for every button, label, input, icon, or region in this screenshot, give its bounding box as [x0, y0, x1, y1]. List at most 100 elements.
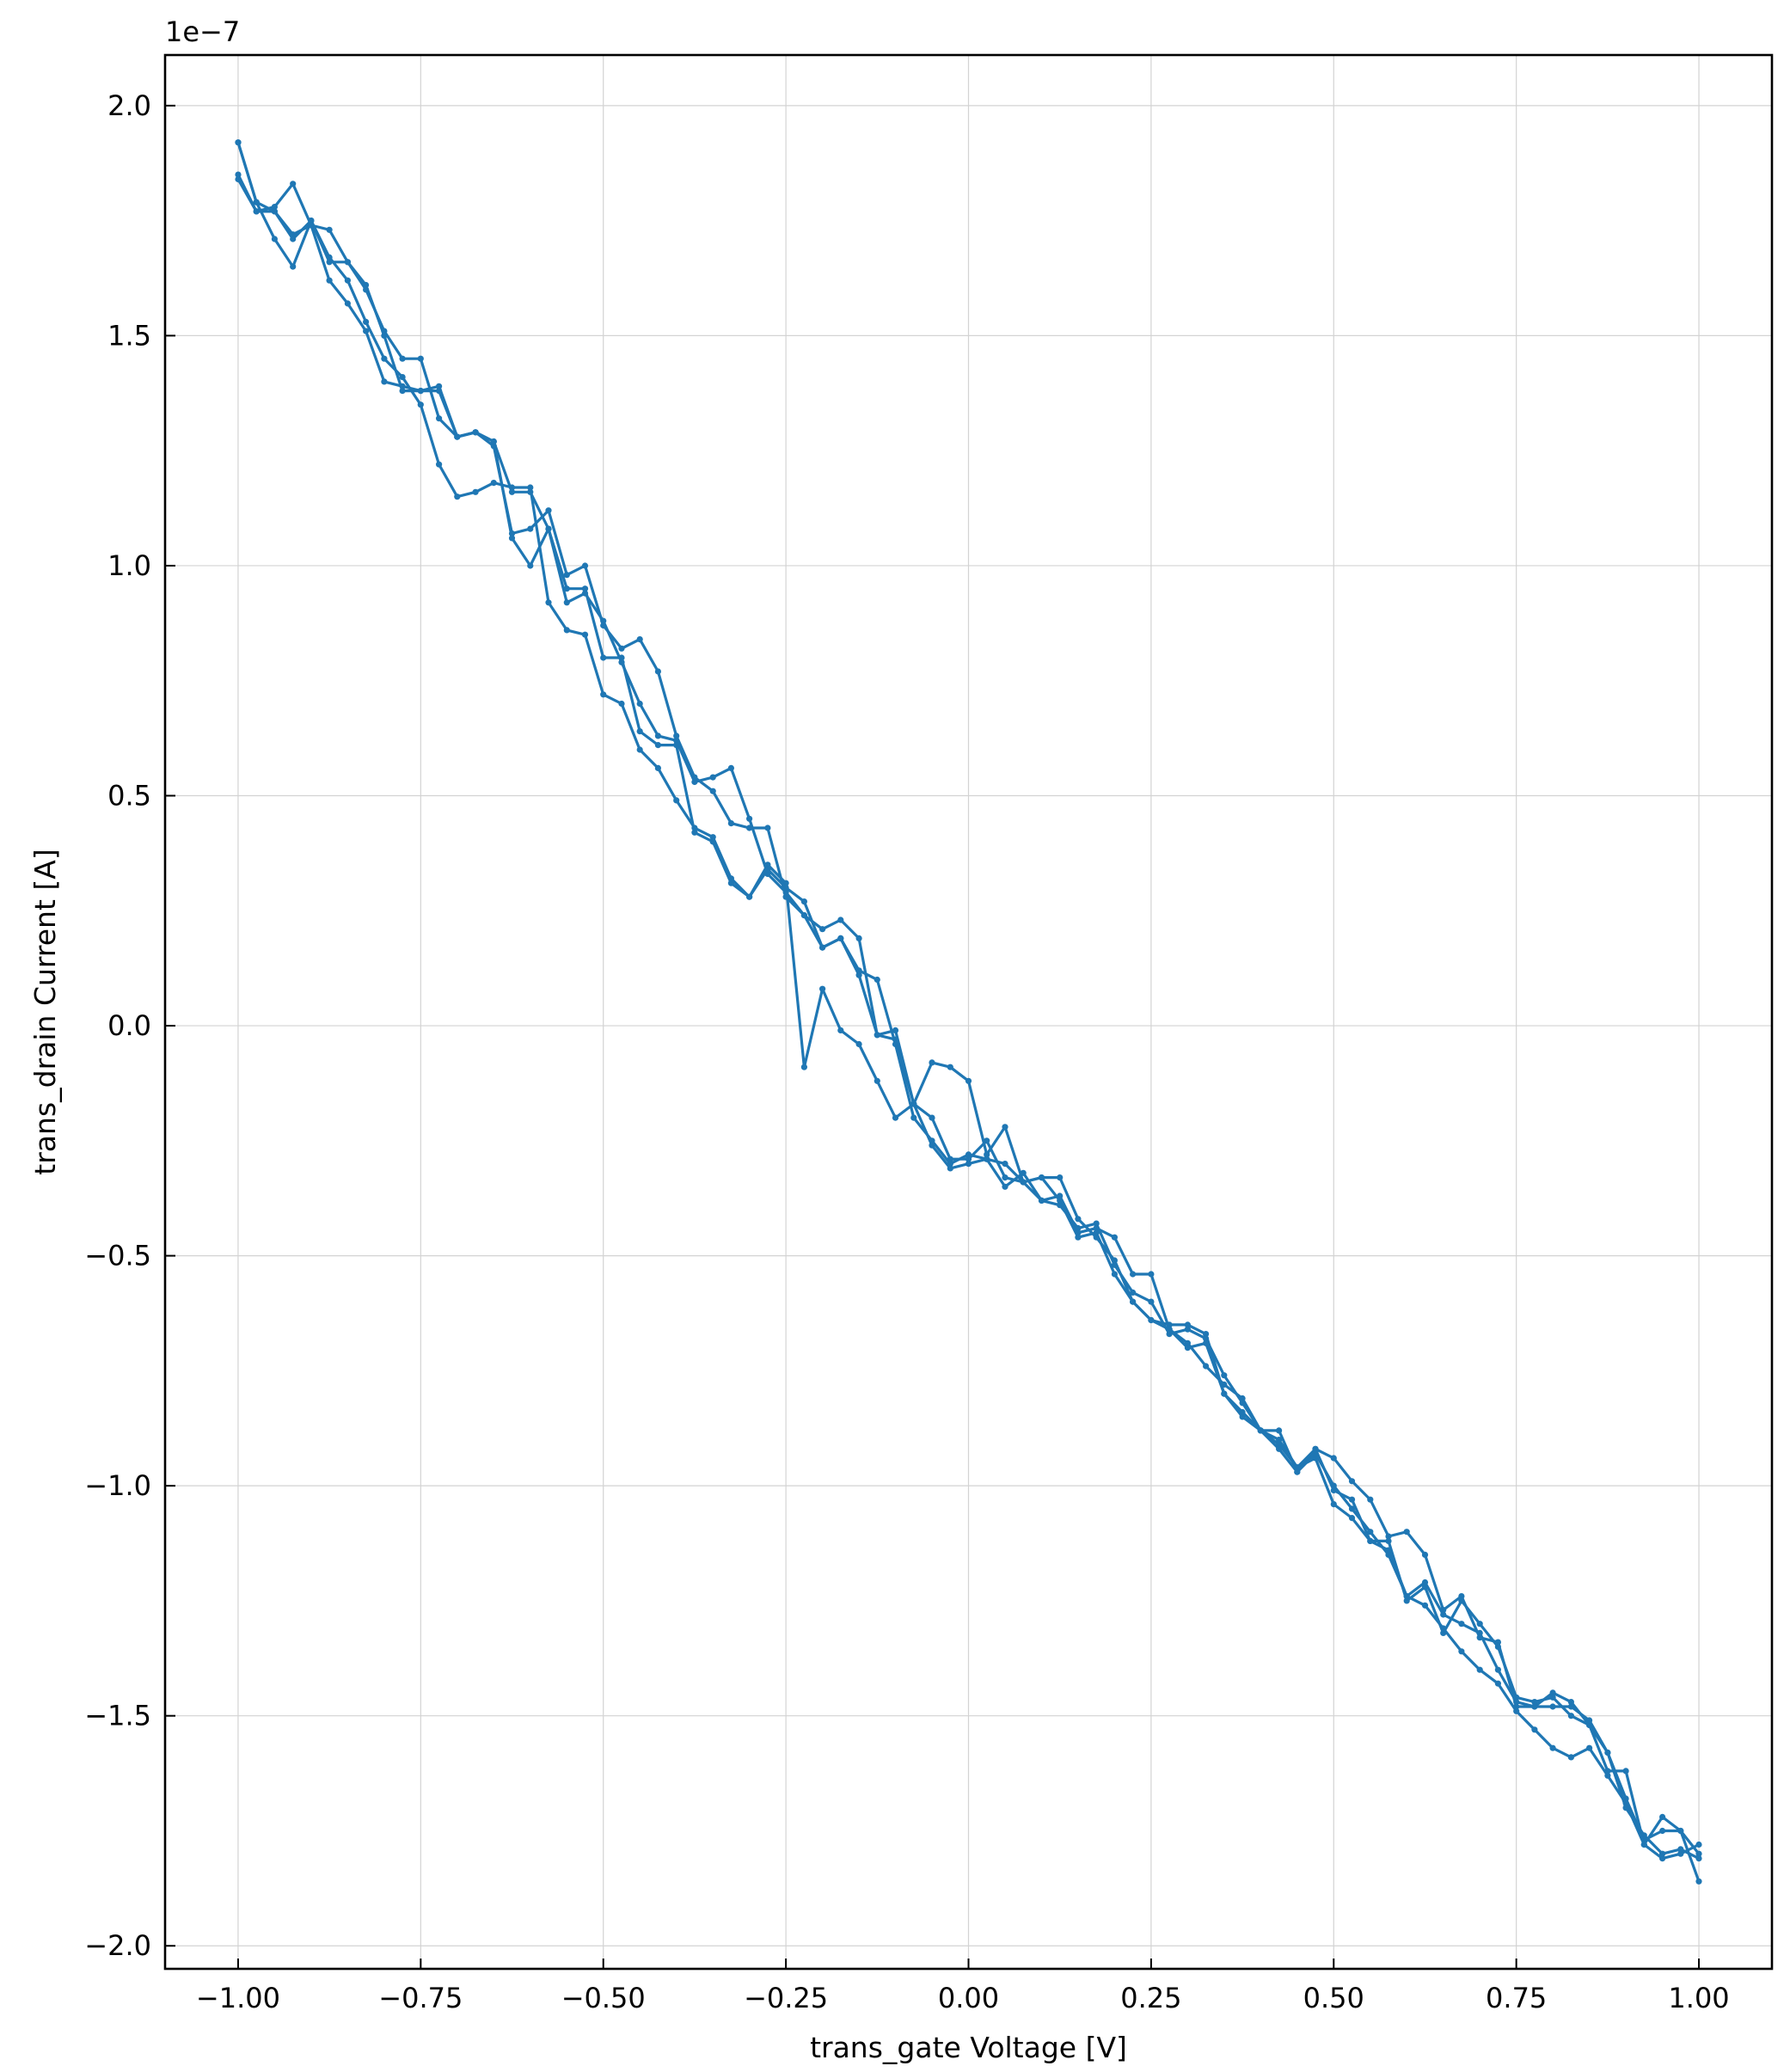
data-point: [1184, 1326, 1191, 1333]
data-point: [1330, 1455, 1337, 1462]
data-point: [600, 654, 607, 661]
y-tick-label: −1.0: [84, 1469, 151, 1502]
data-point: [545, 507, 552, 514]
data-point: [1093, 1220, 1100, 1227]
data-point: [1075, 1224, 1082, 1232]
data-point: [344, 259, 351, 266]
data-point: [819, 944, 826, 951]
data-point: [1276, 1445, 1283, 1452]
data-point: [1002, 1161, 1008, 1168]
data-point: [1476, 1621, 1483, 1628]
data-point: [673, 733, 680, 739]
data-point: [1421, 1551, 1429, 1558]
data-point: [363, 286, 370, 293]
data-point: [1677, 1850, 1684, 1857]
data-point: [819, 985, 826, 992]
data-point: [819, 926, 826, 933]
data-point: [399, 355, 406, 362]
data-point: [654, 742, 662, 749]
data-point: [1604, 1749, 1611, 1756]
data-point: [1531, 1726, 1538, 1733]
data-point: [1458, 1597, 1465, 1604]
data-point: [1130, 1289, 1137, 1296]
data-point: [235, 171, 242, 178]
data-point: [1458, 1648, 1465, 1655]
data-point: [436, 383, 443, 389]
data-point: [965, 1156, 972, 1162]
data-point: [581, 562, 589, 569]
data-point: [1513, 1699, 1520, 1706]
data-point: [1166, 1326, 1173, 1333]
data-point: [1385, 1551, 1392, 1558]
data-point: [581, 631, 589, 638]
data-point: [1622, 1768, 1629, 1775]
data-point: [1221, 1390, 1228, 1397]
data-point: [417, 402, 424, 408]
data-point: [746, 815, 753, 822]
data-point: [1659, 1813, 1666, 1820]
y-axis-label: trans_drain Current [A]: [28, 849, 62, 1174]
data-point: [1458, 1621, 1465, 1628]
data-point: [618, 700, 625, 708]
data-point: [399, 374, 406, 381]
data-point: [1294, 1468, 1301, 1475]
data-point: [454, 433, 461, 440]
data-point: [874, 976, 880, 984]
data-point: [782, 884, 789, 892]
data-point: [326, 259, 333, 266]
data-point: [1075, 1216, 1082, 1223]
data-point: [1494, 1643, 1501, 1650]
data-point: [709, 774, 716, 781]
data-point: [984, 1137, 990, 1144]
data-point: [727, 764, 735, 772]
data-point: [454, 493, 461, 500]
data-point: [764, 825, 771, 831]
data-point: [545, 525, 552, 532]
data-point: [673, 742, 680, 749]
data-point: [527, 525, 534, 532]
data-point: [399, 388, 406, 395]
data-point: [1203, 1331, 1210, 1338]
data-point: [472, 429, 479, 436]
data-point: [417, 355, 424, 362]
data-point: [527, 484, 534, 491]
y-tick-label: 1.5: [107, 319, 151, 352]
data-point: [1276, 1437, 1283, 1444]
data-point: [947, 1165, 953, 1172]
data-point: [508, 488, 516, 495]
data-point: [563, 572, 570, 579]
data-point: [727, 820, 735, 827]
data-point: [1367, 1496, 1374, 1503]
data-point: [892, 1027, 899, 1033]
data-point: [308, 222, 315, 229]
data-point: [271, 236, 278, 242]
data-point: [326, 277, 333, 284]
data-point: [892, 1036, 899, 1043]
data-point: [527, 488, 534, 495]
data-point: [929, 1142, 935, 1149]
data-point: [363, 318, 370, 325]
y-tick-label: 1.0: [107, 549, 151, 582]
data-point: [490, 480, 497, 487]
axes: −1.00 −0.75 −0.50 −0.25 0.00 0.25 0.50 0.75 1.00…: [84, 53, 1774, 2014]
data-point: [764, 866, 771, 873]
data-point: [1567, 1713, 1574, 1720]
data-point: [490, 438, 497, 445]
data-point: [344, 277, 351, 284]
data-point: [1130, 1298, 1137, 1305]
data-point: [472, 488, 479, 495]
data-point: [636, 636, 643, 643]
data-point: [235, 139, 242, 146]
data-point: [545, 599, 552, 606]
x-tick-label: 0.00: [938, 1982, 999, 2014]
data-point: [417, 388, 424, 395]
data-point: [1184, 1345, 1191, 1352]
data-point: [1148, 1298, 1155, 1305]
y-tick-label: −1.5: [84, 1700, 151, 1732]
data-point: [381, 328, 388, 334]
data-point: [984, 1151, 990, 1158]
data-point: [1640, 1832, 1647, 1839]
data-point: [1549, 1689, 1556, 1696]
data-point: [1093, 1229, 1100, 1236]
